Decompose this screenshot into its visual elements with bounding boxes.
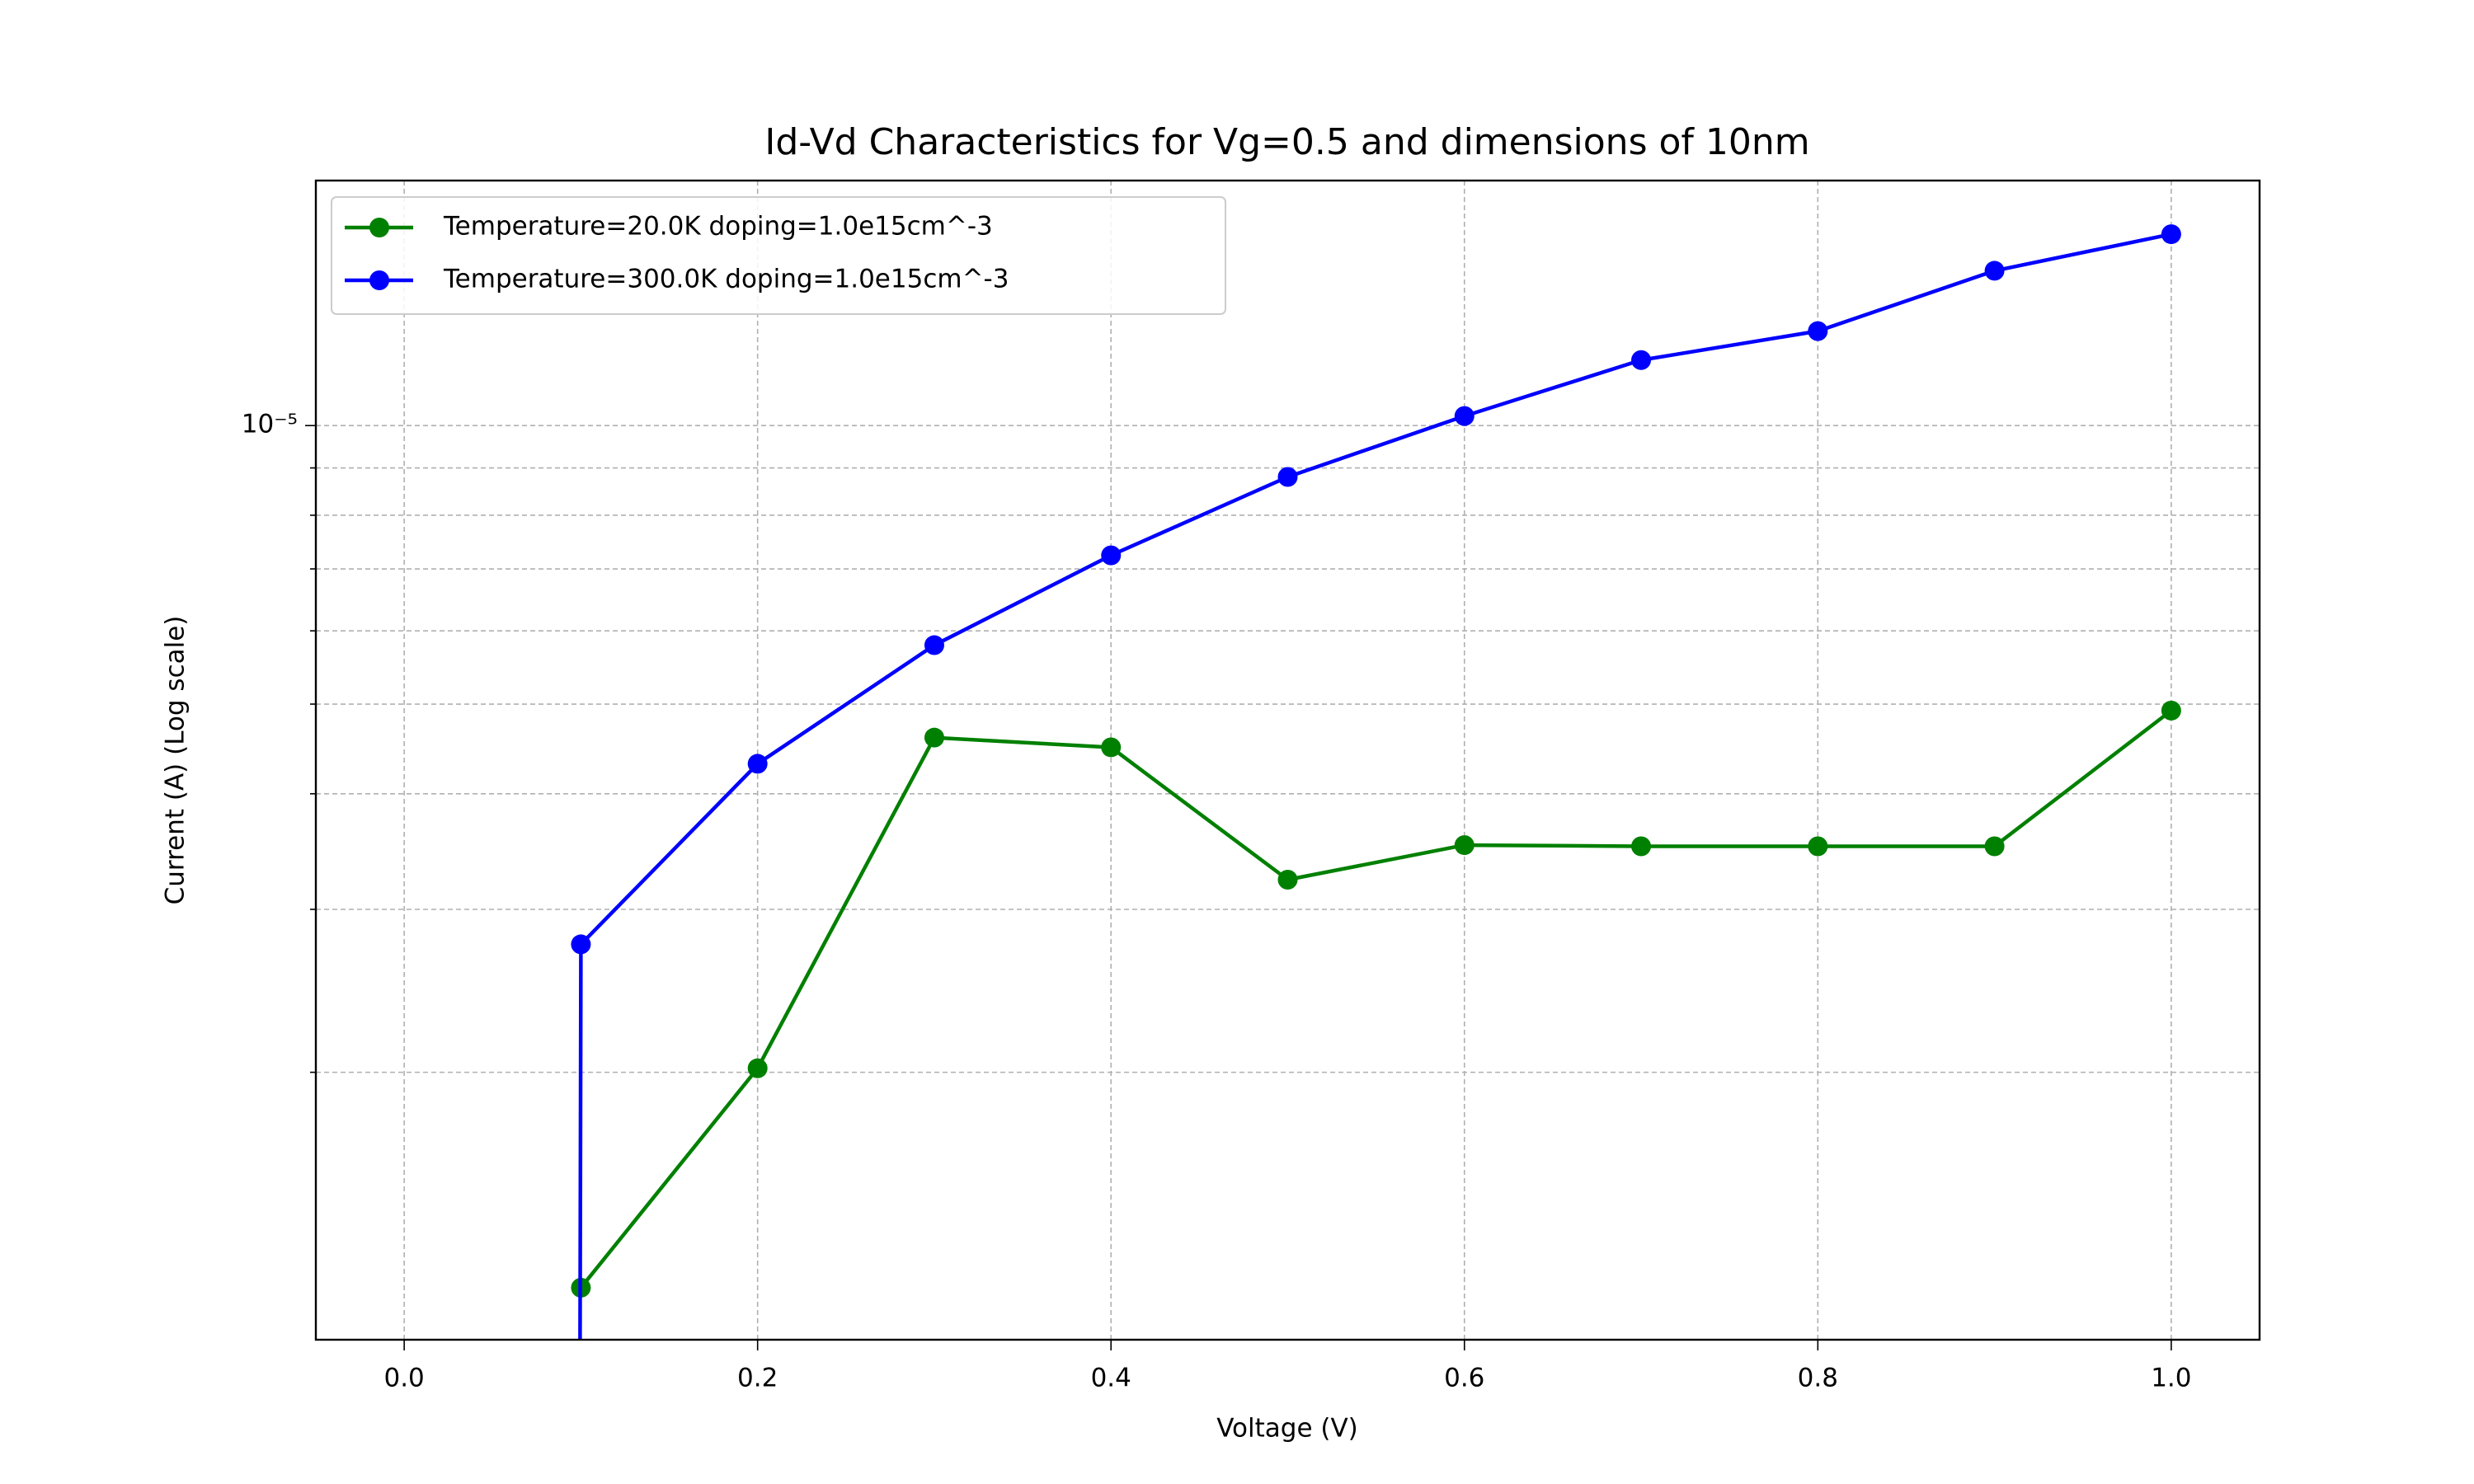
- legend-box: [331, 196, 1226, 315]
- data-point: [2161, 700, 2181, 721]
- data-point: [1277, 869, 1298, 890]
- series-line: [579, 709, 2173, 1289]
- data-point: [924, 727, 944, 748]
- plot-area: [571, 224, 2181, 1340]
- x-axis-label: Voltage (V): [1216, 1414, 1358, 1444]
- data-point: [1277, 467, 1298, 487]
- data-point: [1808, 836, 1828, 857]
- data-point: [1984, 261, 2005, 281]
- grid: [316, 181, 2260, 1340]
- data-point: [924, 635, 944, 655]
- legend-marker: [369, 270, 389, 290]
- ticks: 0.0 0.2 0.4 0.6 0.8 1.0 10⁻⁵: [242, 410, 2192, 1393]
- legend: Temperature=20.0K doping=1.0e15cm^-3 Temp…: [331, 196, 1226, 315]
- legend-label: Temperature=20.0K doping=1.0e15cm^-3: [443, 212, 993, 242]
- axes-frame: [314, 179, 2261, 1341]
- legend-marker: [369, 218, 389, 237]
- x-tick-label: 1.0: [2151, 1364, 2191, 1393]
- data-point: [1984, 836, 2005, 857]
- y-axis-label: Current (A) (Log scale): [161, 616, 190, 905]
- x-tick-label: 0.4: [1091, 1364, 1131, 1393]
- y-tick-label: 10⁻⁵: [242, 410, 298, 439]
- data-point: [1101, 545, 1122, 566]
- data-point: [571, 934, 591, 955]
- data-point: [2161, 224, 2181, 245]
- data-point: [1808, 321, 1828, 341]
- x-tick-label: 0.2: [737, 1364, 778, 1393]
- data-point: [1454, 835, 1475, 856]
- legend-label: Temperature=300.0K doping=1.0e15cm^-3: [443, 265, 1009, 294]
- data-point: [1631, 836, 1652, 857]
- x-tick-label: 0.0: [383, 1364, 424, 1393]
- chart-title: Id-Vd Characteristics for Vg=0.5 and dim…: [764, 121, 1809, 163]
- data-point: [747, 1058, 768, 1078]
- data-point: [1631, 350, 1652, 370]
- data-point: [747, 754, 768, 774]
- x-tick-label: 0.6: [1444, 1364, 1484, 1393]
- data-point: [1101, 737, 1122, 758]
- data-point: [1454, 406, 1475, 426]
- x-tick-label: 0.8: [1798, 1364, 1838, 1393]
